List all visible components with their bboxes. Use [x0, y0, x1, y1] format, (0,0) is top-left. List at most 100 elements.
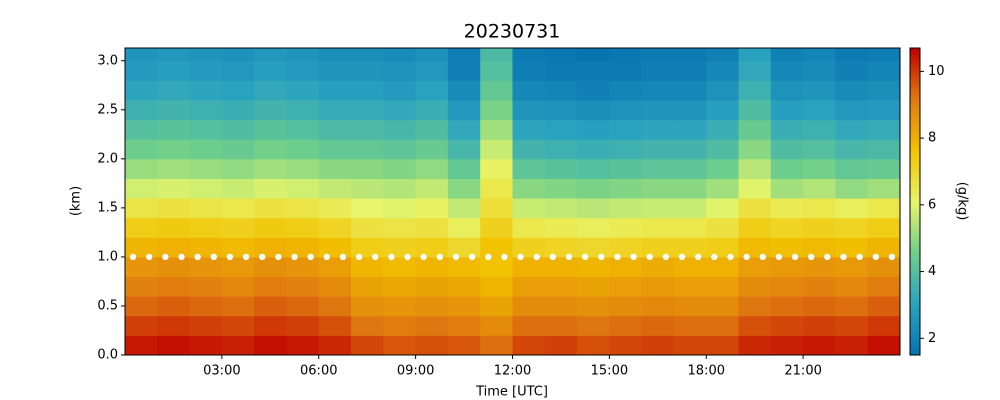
heat-cell [609, 60, 643, 81]
heat-cell [673, 48, 707, 62]
heat-cell [544, 80, 578, 101]
overlay-point [743, 253, 750, 261]
heat-cell [447, 158, 481, 179]
heat-cell [544, 178, 578, 199]
x-tick-label: 21:00 [784, 364, 821, 379]
heat-cell [125, 256, 158, 278]
overlay-point [807, 253, 815, 261]
heat-cell [803, 158, 836, 179]
overlay-point [307, 253, 314, 261]
heat-cell [351, 198, 384, 219]
heat-cell [189, 178, 223, 199]
overlay-point [646, 253, 653, 261]
heat-cell [544, 335, 578, 355]
heat-cell [254, 335, 287, 355]
heat-cell [706, 48, 740, 62]
overlay-point [388, 253, 395, 261]
heat-cell [544, 315, 578, 336]
overlay-point [872, 253, 879, 261]
heat-cell [189, 256, 223, 278]
heat-cell [706, 119, 740, 140]
heat-cell [286, 139, 320, 160]
heat-cell [803, 198, 836, 219]
heat-cell [641, 237, 675, 258]
heat-cell [157, 178, 191, 199]
heat-cell [318, 217, 352, 238]
colorbar-swatch [910, 305, 920, 310]
colorbar-swatch [910, 241, 920, 245]
heat-cell [480, 335, 513, 355]
heat-cell [415, 217, 449, 238]
heat-cell [835, 119, 869, 140]
heat-cell [221, 139, 255, 160]
heat-cell [835, 217, 869, 238]
colorbar-swatch [910, 290, 920, 295]
heat-cell [189, 217, 223, 238]
colorbar-swatch [910, 192, 920, 196]
heat-cell [286, 296, 320, 317]
heat-cell [544, 139, 578, 160]
heat-cell [609, 315, 643, 336]
heat-cell [221, 119, 255, 140]
heat-cell [577, 335, 610, 355]
overlay-point [856, 253, 863, 261]
heat-cell [125, 158, 158, 179]
heat-cell [221, 276, 255, 297]
chart-title: 20230731 [464, 21, 561, 43]
heat-cell [512, 119, 546, 140]
colorbar-swatch [910, 63, 920, 67]
heat-cell [189, 80, 223, 101]
colorbar-swatch [910, 284, 920, 288]
overlay-point [824, 253, 831, 261]
heat-cell [770, 256, 804, 278]
heat-cell [706, 139, 740, 160]
heat-cell [189, 139, 223, 160]
colorbar-swatch [910, 103, 920, 107]
heat-cell [383, 256, 417, 278]
heat-cell [286, 217, 320, 238]
colorbar-swatch [910, 250, 920, 255]
colorbar-tick-label: 2 [928, 331, 936, 346]
heat-cell [254, 48, 287, 62]
colorbar-swatch [910, 100, 920, 104]
heat-cell [157, 276, 191, 297]
heat-cell [383, 217, 417, 238]
colorbar-swatch [910, 115, 920, 120]
overlay-point [598, 253, 605, 261]
heat-cell [512, 315, 546, 336]
heat-cell [770, 60, 804, 81]
heat-cell [835, 60, 869, 81]
heat-cell [221, 48, 255, 62]
colorbar-swatch [910, 315, 920, 319]
heat-cell [318, 99, 352, 121]
heat-cell [706, 178, 740, 199]
heat-cell [189, 296, 223, 317]
colorbar-swatch [910, 54, 920, 58]
colorbar-swatch [910, 149, 920, 153]
y-tick-label: 1.5 [97, 200, 118, 215]
heat-cell [835, 237, 869, 258]
colorbar-swatch [910, 173, 920, 178]
colorbar-swatch [910, 216, 920, 221]
colorbar-swatch [910, 235, 920, 239]
heat-cell [641, 119, 675, 140]
heat-cell [157, 217, 191, 238]
overlay-point [775, 253, 783, 261]
y-tick-label: 0.5 [97, 298, 118, 313]
heat-cell [286, 198, 320, 219]
heat-cell [609, 139, 643, 160]
heat-cell [641, 139, 675, 160]
heat-cell [738, 158, 772, 179]
heat-cell [157, 335, 191, 355]
heat-cell [641, 256, 675, 278]
heat-cell [803, 276, 836, 297]
colorbar-swatch [910, 48, 920, 52]
heat-cell [189, 198, 223, 219]
heat-cell [157, 99, 191, 121]
heat-cell [835, 296, 869, 317]
overlay-point [485, 253, 492, 261]
colorbar-swatch [910, 189, 920, 193]
heat-cell [125, 178, 158, 199]
overlay-point [372, 253, 379, 261]
heat-cell [447, 256, 481, 278]
